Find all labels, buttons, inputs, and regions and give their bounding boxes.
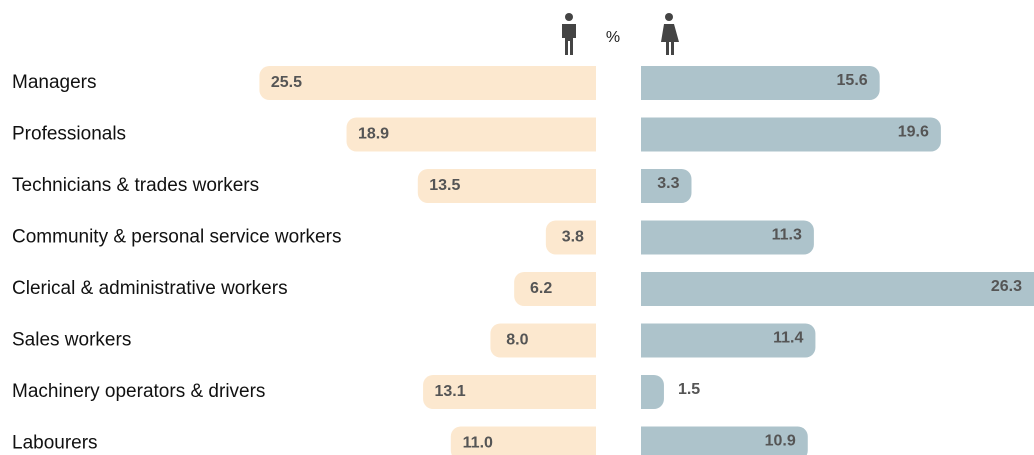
category-label: Community & personal service workers <box>12 227 341 248</box>
female-value-label: 3.3 <box>657 175 679 192</box>
male-value-label: 11.0 <box>463 435 493 452</box>
male-bar <box>514 272 596 306</box>
category-label: Sales workers <box>12 330 131 351</box>
female-value-label: 15.6 <box>837 72 868 89</box>
category-label: Managers <box>12 72 97 93</box>
category-label: Machinery operators & drivers <box>12 381 265 402</box>
unit-label: % <box>606 29 620 46</box>
female-value-label: 19.6 <box>898 124 929 141</box>
female-icon <box>661 13 679 55</box>
female-value-label: 26.3 <box>991 278 1022 295</box>
male-bar <box>346 117 596 152</box>
male-value-label: 25.5 <box>271 74 302 91</box>
female-bar <box>641 169 692 204</box>
male-bar <box>490 323 596 358</box>
male-bar <box>423 375 596 409</box>
male-value-label: 13.1 <box>435 383 466 400</box>
category-label: Professionals <box>12 124 126 145</box>
male-value-label: 13.5 <box>429 177 460 194</box>
category-label: Technicians & trades workers <box>12 175 259 196</box>
female-value-label: 10.9 <box>765 433 796 450</box>
male-bar <box>259 66 596 100</box>
female-bar <box>641 117 941 152</box>
female-bar <box>641 375 664 409</box>
female-bar <box>641 220 814 255</box>
male-value-label: 18.9 <box>358 126 389 143</box>
male-value-label: 8.0 <box>506 332 528 349</box>
female-bar <box>641 66 880 100</box>
female-bar <box>641 323 816 358</box>
category-label: Clerical & administrative workers <box>12 278 288 299</box>
male-value-label: 6.2 <box>530 280 552 297</box>
female-value-label: 11.3 <box>772 227 802 244</box>
male-icon <box>562 13 576 55</box>
male-bar <box>417 169 596 204</box>
male-bar <box>450 426 596 455</box>
male-value-label: 3.8 <box>562 229 584 246</box>
female-value-label: 1.5 <box>678 381 700 398</box>
male-bar <box>545 220 596 255</box>
female-bar <box>641 272 1034 306</box>
female-bar <box>641 426 808 455</box>
female-value-label: 11.4 <box>773 330 803 347</box>
category-label: Labourers <box>12 433 98 454</box>
